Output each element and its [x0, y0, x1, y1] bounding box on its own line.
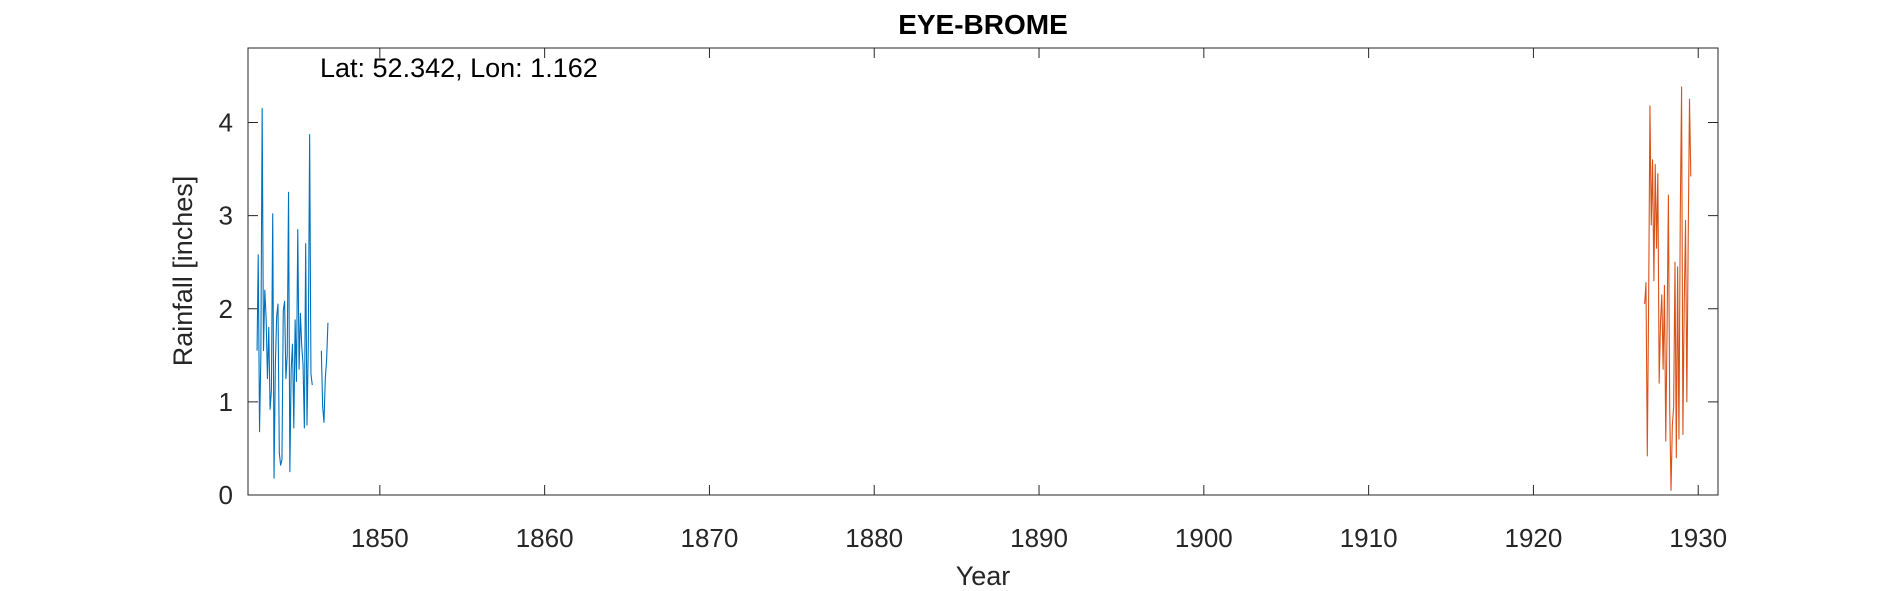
data-series	[256, 86, 1692, 491]
station-coordinates-annotation: Lat: 52.342, Lon: 1.162	[320, 53, 598, 83]
x-tick-label: 1890	[1010, 523, 1068, 553]
axis-ticks: 1850 1860 1870 1880 1890 1900 1910 1920 1930 0 1 2 3…	[219, 48, 1727, 553]
x-tick-label: 1900	[1175, 523, 1233, 553]
series-2-line-segment-1	[1644, 86, 1692, 491]
series-1-line-segment-1	[256, 107, 313, 479]
y-tick-label: 4	[219, 108, 233, 138]
x-tick-label: 1920	[1505, 523, 1563, 553]
chart-title: EYE-BROME	[898, 9, 1068, 40]
y-tick-label: 2	[219, 294, 233, 324]
y-tick-label: 1	[219, 387, 233, 417]
x-tick-label: 1870	[681, 523, 739, 553]
x-tick-label: 1930	[1669, 523, 1727, 553]
x-tick-label: 1880	[845, 523, 903, 553]
x-tick-label: 1850	[351, 523, 409, 553]
y-tick-label: 3	[219, 201, 233, 231]
x-tick-label: 1910	[1340, 523, 1398, 553]
y-tick-label: 0	[219, 480, 233, 510]
y-axis-label: Rainfall [inches]	[168, 176, 198, 367]
x-tick-label: 1860	[516, 523, 574, 553]
series-1-line-segment-2	[320, 322, 329, 423]
plot-area-frame	[247, 47, 1719, 496]
x-axis-label: Year	[956, 561, 1011, 591]
